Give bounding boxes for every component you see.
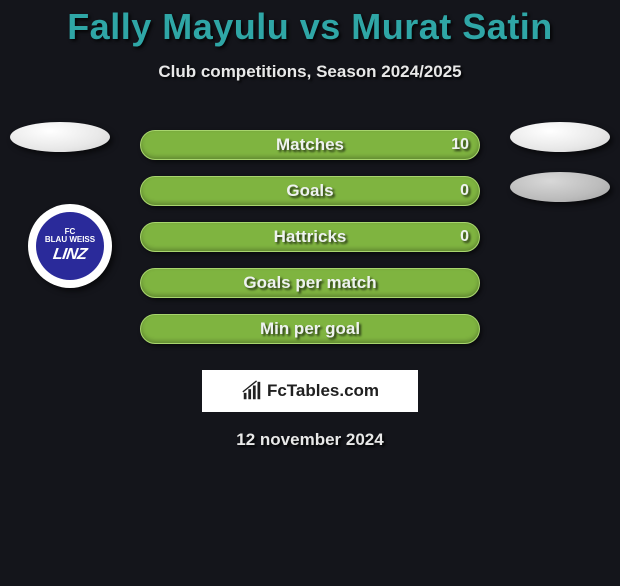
page-title: Fally Mayulu vs Murat Satin [0, 6, 620, 48]
page-subtitle: Club competitions, Season 2024/2025 [0, 62, 620, 82]
stat-bar: Min per goal [140, 314, 480, 344]
stat-label: Min per goal [260, 319, 360, 339]
stat-value-right: 0 [460, 182, 469, 200]
stat-label: Goals per match [243, 273, 376, 293]
stat-label: Hattricks [274, 227, 347, 247]
stat-bar: Goals 0 [140, 176, 480, 206]
stat-bar: Hattricks 0 [140, 222, 480, 252]
date-label: 12 november 2024 [0, 430, 620, 450]
stat-label: Matches [276, 135, 344, 155]
stat-row: Hattricks 0 [0, 214, 620, 260]
stat-label: Goals [286, 181, 333, 201]
brand-label: FcTables.com [267, 381, 379, 401]
chart-icon [241, 380, 263, 402]
stat-bar: Matches 10 [140, 130, 480, 160]
stats-container: FC BLAU WEISS LINZ Matches 10 Goals 0 Ha… [0, 122, 620, 352]
stat-row: Min per goal [0, 306, 620, 352]
stat-value-right: 10 [451, 136, 469, 154]
stat-row: Goals 0 [0, 168, 620, 214]
brand-watermark: FcTables.com [202, 370, 418, 412]
stat-value-right: 0 [460, 228, 469, 246]
stat-row: Matches 10 [0, 122, 620, 168]
stat-row: Goals per match [0, 260, 620, 306]
stat-bar: Goals per match [140, 268, 480, 298]
